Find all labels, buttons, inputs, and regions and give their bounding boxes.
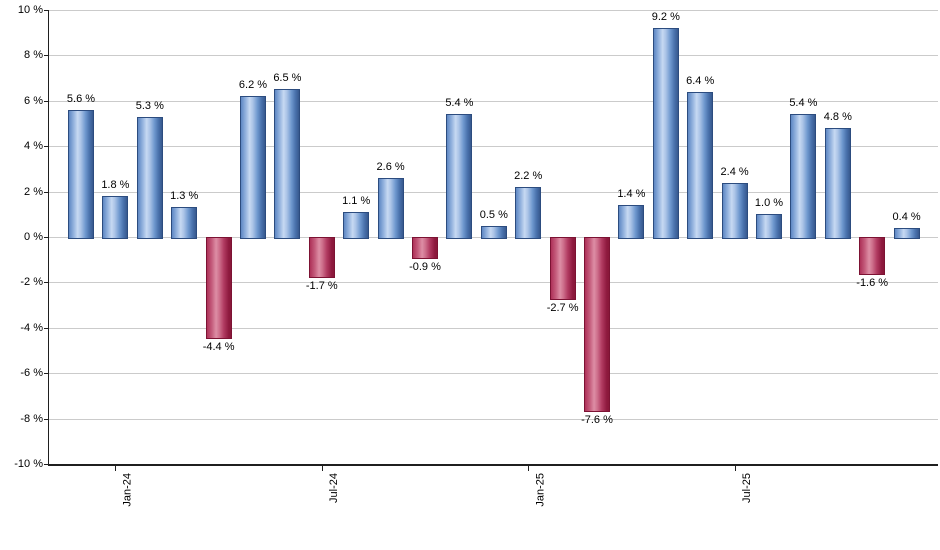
y-axis-tick: [44, 100, 48, 102]
bar-value-label: -4.4 %: [202, 340, 235, 353]
gridline: [48, 191, 938, 193]
bar-positive: [68, 109, 94, 239]
gridline: [48, 100, 938, 102]
y-axis-tick: [44, 373, 48, 375]
bar-positive: [790, 114, 817, 239]
bar-positive: [618, 205, 645, 239]
y-tick-label: 8 %: [24, 49, 43, 62]
x-axis-tick: [321, 464, 323, 471]
y-tick-label: -8 %: [20, 412, 43, 425]
bar-value-label: 1.4 %: [617, 188, 646, 201]
x-tick-label: Jul-25: [741, 473, 754, 503]
bar-value-label: 1.0 %: [754, 197, 784, 210]
bar-value-label: 5.4 %: [789, 97, 818, 110]
x-axis-line: [48, 464, 938, 466]
bar-value-label: 5.6 %: [66, 92, 96, 105]
bar-positive: [171, 207, 198, 239]
y-tick-label: -6 %: [20, 367, 43, 380]
gridline: [48, 418, 938, 420]
y-tick-label: 6 %: [24, 94, 43, 107]
y-tick-label: -4 %: [20, 321, 43, 334]
bar-value-label: -7.6 %: [581, 413, 613, 426]
y-tick-label: 10 %: [17, 4, 43, 16]
gridline: [48, 146, 938, 148]
bar-positive: [515, 187, 542, 239]
y-axis-tick: [44, 191, 48, 193]
y-tick-label: 4 %: [24, 140, 43, 153]
bar-positive: [756, 214, 782, 239]
gridline: [48, 55, 938, 57]
bar-value-label: -0.9 %: [409, 261, 441, 274]
bar-value-label: -1.7 %: [305, 279, 338, 292]
bar-value-label: 1.3 %: [170, 190, 199, 203]
bar-negative: [205, 237, 232, 339]
gridline: [48, 10, 938, 11]
bar-value-label: 0.4 %: [892, 210, 921, 223]
bar-negative: [584, 237, 610, 412]
bar-positive: [824, 128, 851, 239]
bar-value-label: -1.6 %: [856, 277, 889, 290]
y-axis-tick: [44, 237, 48, 238]
bar-positive: [377, 177, 404, 239]
x-axis-tick: [528, 464, 530, 471]
bar-positive: [687, 91, 714, 239]
bar-positive: [480, 225, 507, 239]
y-tick-label: 0 %: [24, 231, 43, 243]
gridline: [48, 282, 938, 284]
bar-value-label: 4.8 %: [823, 111, 852, 124]
bar-positive: [446, 114, 473, 239]
bar-positive: [240, 96, 266, 239]
bar-value-label: -2.7 %: [546, 302, 579, 315]
gridline: [48, 373, 938, 375]
y-axis-tick: [44, 55, 48, 57]
y-tick-label: -2 %: [20, 276, 43, 289]
bar-value-label: 0.5 %: [479, 208, 508, 221]
x-axis-tick: [115, 464, 117, 471]
y-axis-line: [48, 10, 49, 464]
bar-negative: [549, 237, 576, 301]
bar-positive: [721, 182, 748, 239]
bar-value-label: 1.1 %: [342, 195, 371, 208]
bar-positive: [274, 89, 301, 239]
bar-positive: [893, 227, 920, 239]
y-axis-tick: [44, 418, 48, 420]
bar-value-label: 2.2 %: [514, 170, 543, 183]
bar-value-label: 6.2 %: [238, 79, 268, 92]
y-axis-tick: [44, 464, 48, 465]
bar-value-label: 5.3 %: [135, 99, 164, 112]
bar-positive: [102, 196, 129, 239]
bar-value-label: 2.4 %: [720, 165, 749, 178]
bar-positive: [343, 212, 370, 239]
bar-value-label: 5.4 %: [445, 97, 474, 110]
bar-value-label: 9.2 %: [651, 11, 680, 24]
y-axis-tick: [44, 10, 48, 11]
y-tick-label: -10 %: [14, 458, 43, 470]
y-axis-tick: [44, 327, 48, 329]
bar-value-label: 2.6 %: [376, 160, 405, 173]
bar-positive: [136, 116, 163, 239]
bar-value-label: 1.8 %: [101, 179, 130, 192]
x-axis-tick: [734, 464, 736, 471]
x-tick-label: Jul-24: [328, 473, 341, 503]
y-axis-tick: [44, 146, 48, 148]
gridline: [48, 327, 938, 329]
bar-value-label: 6.5 %: [273, 72, 302, 85]
bar-negative: [308, 237, 335, 278]
x-tick-label: Jan-25: [534, 473, 547, 507]
bar-negative: [859, 237, 886, 276]
x-tick-label: Jan-24: [121, 473, 134, 507]
bar-negative: [412, 237, 438, 260]
y-tick-label: 2 %: [24, 185, 43, 198]
y-axis-tick: [44, 282, 48, 284]
bar-positive: [652, 28, 679, 239]
bar-value-label: 6.4 %: [686, 74, 715, 87]
